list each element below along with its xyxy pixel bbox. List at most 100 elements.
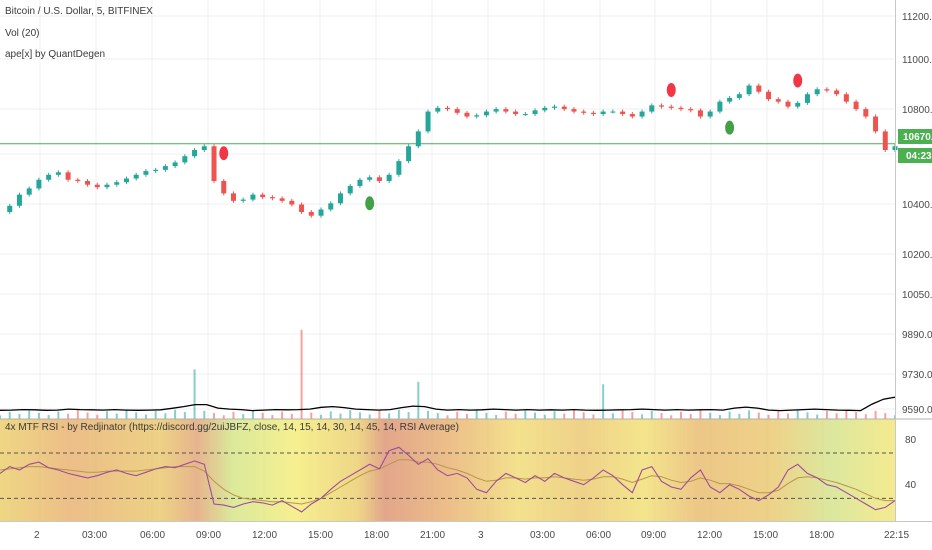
volume-bar (631, 412, 634, 419)
time-tick: 12:00 (252, 530, 277, 541)
time-tick: 15:00 (753, 530, 778, 541)
candle (328, 201, 334, 212)
buy-signal-marker (365, 196, 375, 211)
volume-bar (125, 410, 128, 419)
candle (590, 110, 596, 117)
candle (279, 196, 285, 203)
price-tick: 9590.0 (902, 405, 932, 416)
price-tick: 9730.0 (902, 370, 932, 381)
volume-bar (213, 413, 216, 419)
candle (104, 182, 110, 190)
candle (386, 172, 392, 183)
volume-bar (504, 411, 507, 419)
volume-bar (592, 414, 595, 419)
volume-bar (135, 412, 138, 419)
volume-bar (456, 411, 459, 419)
candle (639, 109, 645, 119)
volume-bar (281, 411, 284, 419)
candle (75, 177, 81, 183)
time-tick: 06:00 (586, 530, 611, 541)
volume-bar (495, 415, 498, 419)
candle (522, 112, 528, 117)
volume-bar (261, 412, 264, 419)
candle (493, 107, 499, 114)
bar-countdown-tag (898, 148, 932, 163)
rsi-tick: 40 (905, 480, 917, 491)
volume-bar (57, 411, 60, 419)
candle (318, 207, 324, 218)
candle (94, 182, 100, 190)
price-tick: 10200.0 (902, 250, 932, 261)
volume-bar (174, 409, 177, 419)
volume-bar (222, 415, 225, 419)
price-tick: 10800.0 (902, 105, 932, 116)
candle (552, 104, 558, 110)
time-tick: 18:00 (809, 530, 834, 541)
volume-bar (271, 415, 274, 419)
candle (795, 100, 801, 109)
volume-bar (738, 413, 741, 419)
volume-bar (670, 415, 673, 419)
rsi-pane-title: 4x MTF RSI - by Redjinator (https://disc… (5, 422, 459, 433)
candle (230, 191, 236, 203)
volume-bar (757, 412, 760, 419)
volume-bar (796, 410, 799, 419)
candle (542, 105, 548, 113)
time-tick: 3 (478, 530, 484, 541)
candle (192, 148, 198, 159)
candle (201, 144, 207, 152)
volume-bar (193, 369, 196, 419)
volume-bar (378, 411, 381, 419)
candle (376, 175, 382, 183)
volume-bar (699, 410, 702, 419)
volume-bar (310, 412, 313, 419)
volume-bar (816, 414, 819, 419)
volume-bar (660, 413, 663, 419)
time-axis[interactable]: 2 03:00 06:00 09:00 12:00 15:00 18:00 21… (34, 530, 909, 541)
volume-bar (786, 413, 789, 419)
candle (532, 108, 538, 117)
volume-bar (144, 414, 147, 419)
volume-bar (358, 412, 361, 419)
candle (240, 197, 246, 203)
candle (853, 99, 859, 112)
candle (211, 144, 217, 183)
candle (182, 154, 188, 165)
volume-bar (718, 415, 721, 419)
candle (483, 109, 489, 118)
volume-bar (767, 414, 770, 419)
candle (435, 105, 441, 114)
price-tick: 11200.0 (902, 12, 932, 23)
rsi-pane: 4x MTF RSI - by Redjinator (https://disc… (0, 419, 896, 521)
candle (873, 114, 879, 134)
candle (367, 175, 373, 182)
volume-bar (728, 411, 731, 419)
candle (337, 191, 343, 206)
volume-bar (183, 412, 186, 419)
volume-bar (76, 410, 79, 419)
volume-bar (436, 413, 439, 419)
volume-bar (446, 415, 449, 419)
candle (814, 87, 820, 97)
candle (600, 109, 606, 117)
price-axis[interactable]: 11200.0 11000.0 10800.0 1 10400.0 10200.… (898, 12, 932, 491)
volume-bar (709, 412, 712, 419)
candle (299, 202, 305, 214)
volume-bar (154, 411, 157, 419)
sell-signal-marker (219, 146, 229, 161)
time-tick: 12:00 (697, 530, 722, 541)
candle (289, 198, 295, 207)
price-tick: 10050.0 (902, 290, 932, 301)
candle (454, 107, 460, 115)
volume-bar (874, 410, 877, 419)
volume-bar (563, 413, 566, 419)
buy-signal-marker (725, 120, 735, 135)
volume-bar (164, 413, 167, 419)
time-tick: 06:00 (140, 530, 165, 541)
volume-ma-line (0, 396, 896, 412)
candle (688, 107, 694, 113)
volume-bar (621, 409, 624, 419)
candle (16, 192, 22, 208)
bar-countdown-label: 04:23 (906, 151, 932, 162)
